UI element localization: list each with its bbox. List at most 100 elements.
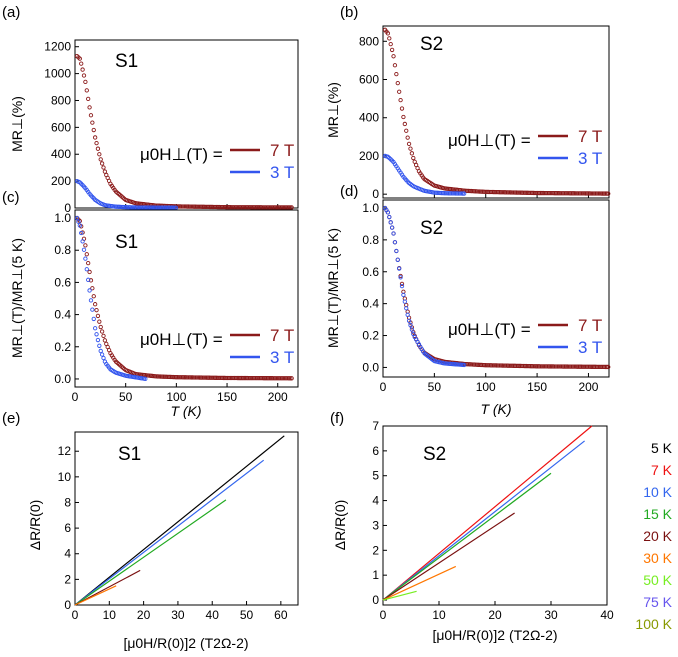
panel-label-a: (a) bbox=[2, 4, 20, 21]
data-point-7T-c bbox=[250, 375, 255, 381]
data-point-7T-d bbox=[586, 364, 591, 369]
y-tick-label: 1200 bbox=[44, 40, 71, 54]
data-point-7T-d bbox=[490, 363, 495, 368]
data-point-3T-a bbox=[127, 205, 133, 210]
data-point-7T-c bbox=[201, 375, 207, 380]
x-axis-label-f: [μ0H/R(0)]2 (T2Ω-2) bbox=[432, 627, 557, 643]
data-point-7T-d bbox=[542, 364, 547, 369]
data-point-7T-c bbox=[186, 375, 191, 380]
temperature-legend-item: 75 K bbox=[643, 594, 672, 610]
data-point-7T-c bbox=[264, 376, 269, 381]
y-tick-label: 0 bbox=[372, 593, 379, 607]
data-point-7T-b bbox=[594, 191, 600, 196]
data-point-7T-c bbox=[217, 375, 222, 381]
data-point-7T-d bbox=[483, 363, 488, 368]
data-point-7T-c bbox=[164, 374, 169, 379]
data-point-7T-a bbox=[225, 205, 230, 210]
data-point-7T-a bbox=[184, 204, 190, 209]
data-point-7T-d bbox=[577, 364, 583, 369]
panel-f: (f) S2 ΔR/R(0) [μ0H/R(0)]2 (T2Ω-2) 0 10 20… bbox=[330, 410, 614, 643]
data-point-7T-c bbox=[94, 308, 99, 313]
data-point-7T-c bbox=[214, 375, 219, 380]
data-point-7T-c bbox=[235, 375, 240, 381]
data-point-3T-a bbox=[129, 205, 134, 210]
x-tick-label: 150 bbox=[527, 380, 547, 394]
x-tick-label: 0 bbox=[72, 390, 79, 404]
data-point-7T-c bbox=[211, 375, 216, 380]
data-point-7T-b bbox=[538, 190, 543, 196]
data-point-7T-b bbox=[398, 98, 403, 103]
data-point-7T-d bbox=[507, 363, 512, 368]
data-point-3T-a bbox=[164, 205, 169, 210]
data-point-7T-c bbox=[86, 260, 91, 266]
data-point-7T-d bbox=[562, 364, 567, 369]
data-point-7T-b bbox=[470, 189, 475, 194]
series-line-20K-e bbox=[74, 569, 141, 606]
x-tick-label: 10 bbox=[103, 608, 117, 622]
data-point-7T-a bbox=[95, 146, 101, 151]
panel-label-e: (e) bbox=[2, 410, 20, 427]
data-point-7T-a bbox=[189, 204, 194, 209]
data-point-7T-d bbox=[570, 364, 576, 369]
data-point-7T-c bbox=[90, 286, 95, 291]
y-tick-label: 400 bbox=[359, 111, 379, 125]
data-point-7T-b bbox=[518, 190, 523, 195]
data-point-3T-a bbox=[155, 205, 161, 210]
data-point-7T-b bbox=[514, 190, 519, 195]
panel-e: (e) S1 ΔR/R(0) [μ0H/R(0)]2 (T2Ω-2) 0 10 20… bbox=[2, 410, 299, 651]
y-tick-label: 0.6 bbox=[54, 275, 71, 289]
data-point-7T-a bbox=[212, 204, 218, 210]
data-point-7T-d bbox=[572, 364, 577, 369]
data-point-7T-c bbox=[196, 375, 201, 380]
y-tick-label: 1.0 bbox=[54, 211, 71, 225]
y-tick-label: 0.8 bbox=[362, 233, 379, 247]
legend-prefix: μ0H⊥(T) = bbox=[448, 131, 531, 150]
data-point-7T-b bbox=[476, 189, 481, 194]
data-point-7T-a bbox=[264, 205, 269, 210]
data-point-7T-d bbox=[589, 364, 594, 369]
data-point-7T-d bbox=[535, 364, 540, 369]
data-point-7T-a bbox=[286, 205, 292, 210]
data-point-3T-a bbox=[125, 205, 130, 210]
temperature-legend-item: 7 K bbox=[651, 462, 673, 478]
temperature-legend-item: 30 K bbox=[643, 550, 672, 566]
data-point-7T-a bbox=[94, 141, 99, 146]
data-point-7T-a bbox=[268, 205, 273, 210]
data-point-7T-c bbox=[207, 375, 212, 380]
data-point-7T-a bbox=[201, 204, 207, 209]
data-point-7T-c bbox=[184, 375, 190, 380]
data-point-7T-b bbox=[553, 191, 559, 196]
data-point-7T-a bbox=[196, 204, 201, 209]
data-point-7T-d bbox=[487, 363, 492, 368]
data-point-7T-c bbox=[168, 374, 173, 380]
data-point-7T-d bbox=[599, 364, 604, 370]
x-tick-label: 20 bbox=[137, 608, 151, 622]
data-point-7T-d bbox=[470, 362, 475, 367]
data-point-7T-d bbox=[593, 364, 598, 369]
data-point-3T-a bbox=[133, 205, 138, 210]
data-point-7T-d bbox=[573, 364, 578, 369]
data-point-7T-c bbox=[237, 375, 243, 381]
data-point-7T-a bbox=[263, 205, 268, 210]
sample-label-c: S1 bbox=[115, 232, 138, 253]
data-point-3T-b bbox=[443, 191, 448, 196]
x-tick-label: 0 bbox=[72, 608, 79, 622]
data-point-7T-b bbox=[484, 189, 489, 195]
data-point-7T-d bbox=[584, 364, 590, 369]
data-point-3T-b bbox=[432, 190, 437, 195]
data-point-7T-b bbox=[535, 190, 540, 196]
data-point-7T-d bbox=[504, 363, 509, 368]
data-point-3T-a bbox=[138, 205, 144, 210]
data-point-7T-b bbox=[587, 191, 593, 196]
data-point-7T-b bbox=[556, 191, 561, 196]
y-tick-label: 6 bbox=[372, 444, 379, 458]
data-point-7T-c bbox=[261, 376, 266, 381]
panel-a: (a) S1 MR⊥(%) 0 200 400 600 800 1000 1200 μ0H⊥(… bbox=[2, 4, 299, 215]
data-point-7T-c bbox=[175, 375, 180, 380]
legend-entry: 3 T bbox=[578, 338, 602, 357]
data-point-7T-a bbox=[83, 79, 88, 85]
data-point-7T-b bbox=[392, 63, 398, 68]
panel-label-b: (b) bbox=[340, 4, 358, 21]
data-point-7T-d bbox=[552, 364, 557, 369]
y-axis-label-b: MR⊥(%) bbox=[325, 82, 341, 138]
